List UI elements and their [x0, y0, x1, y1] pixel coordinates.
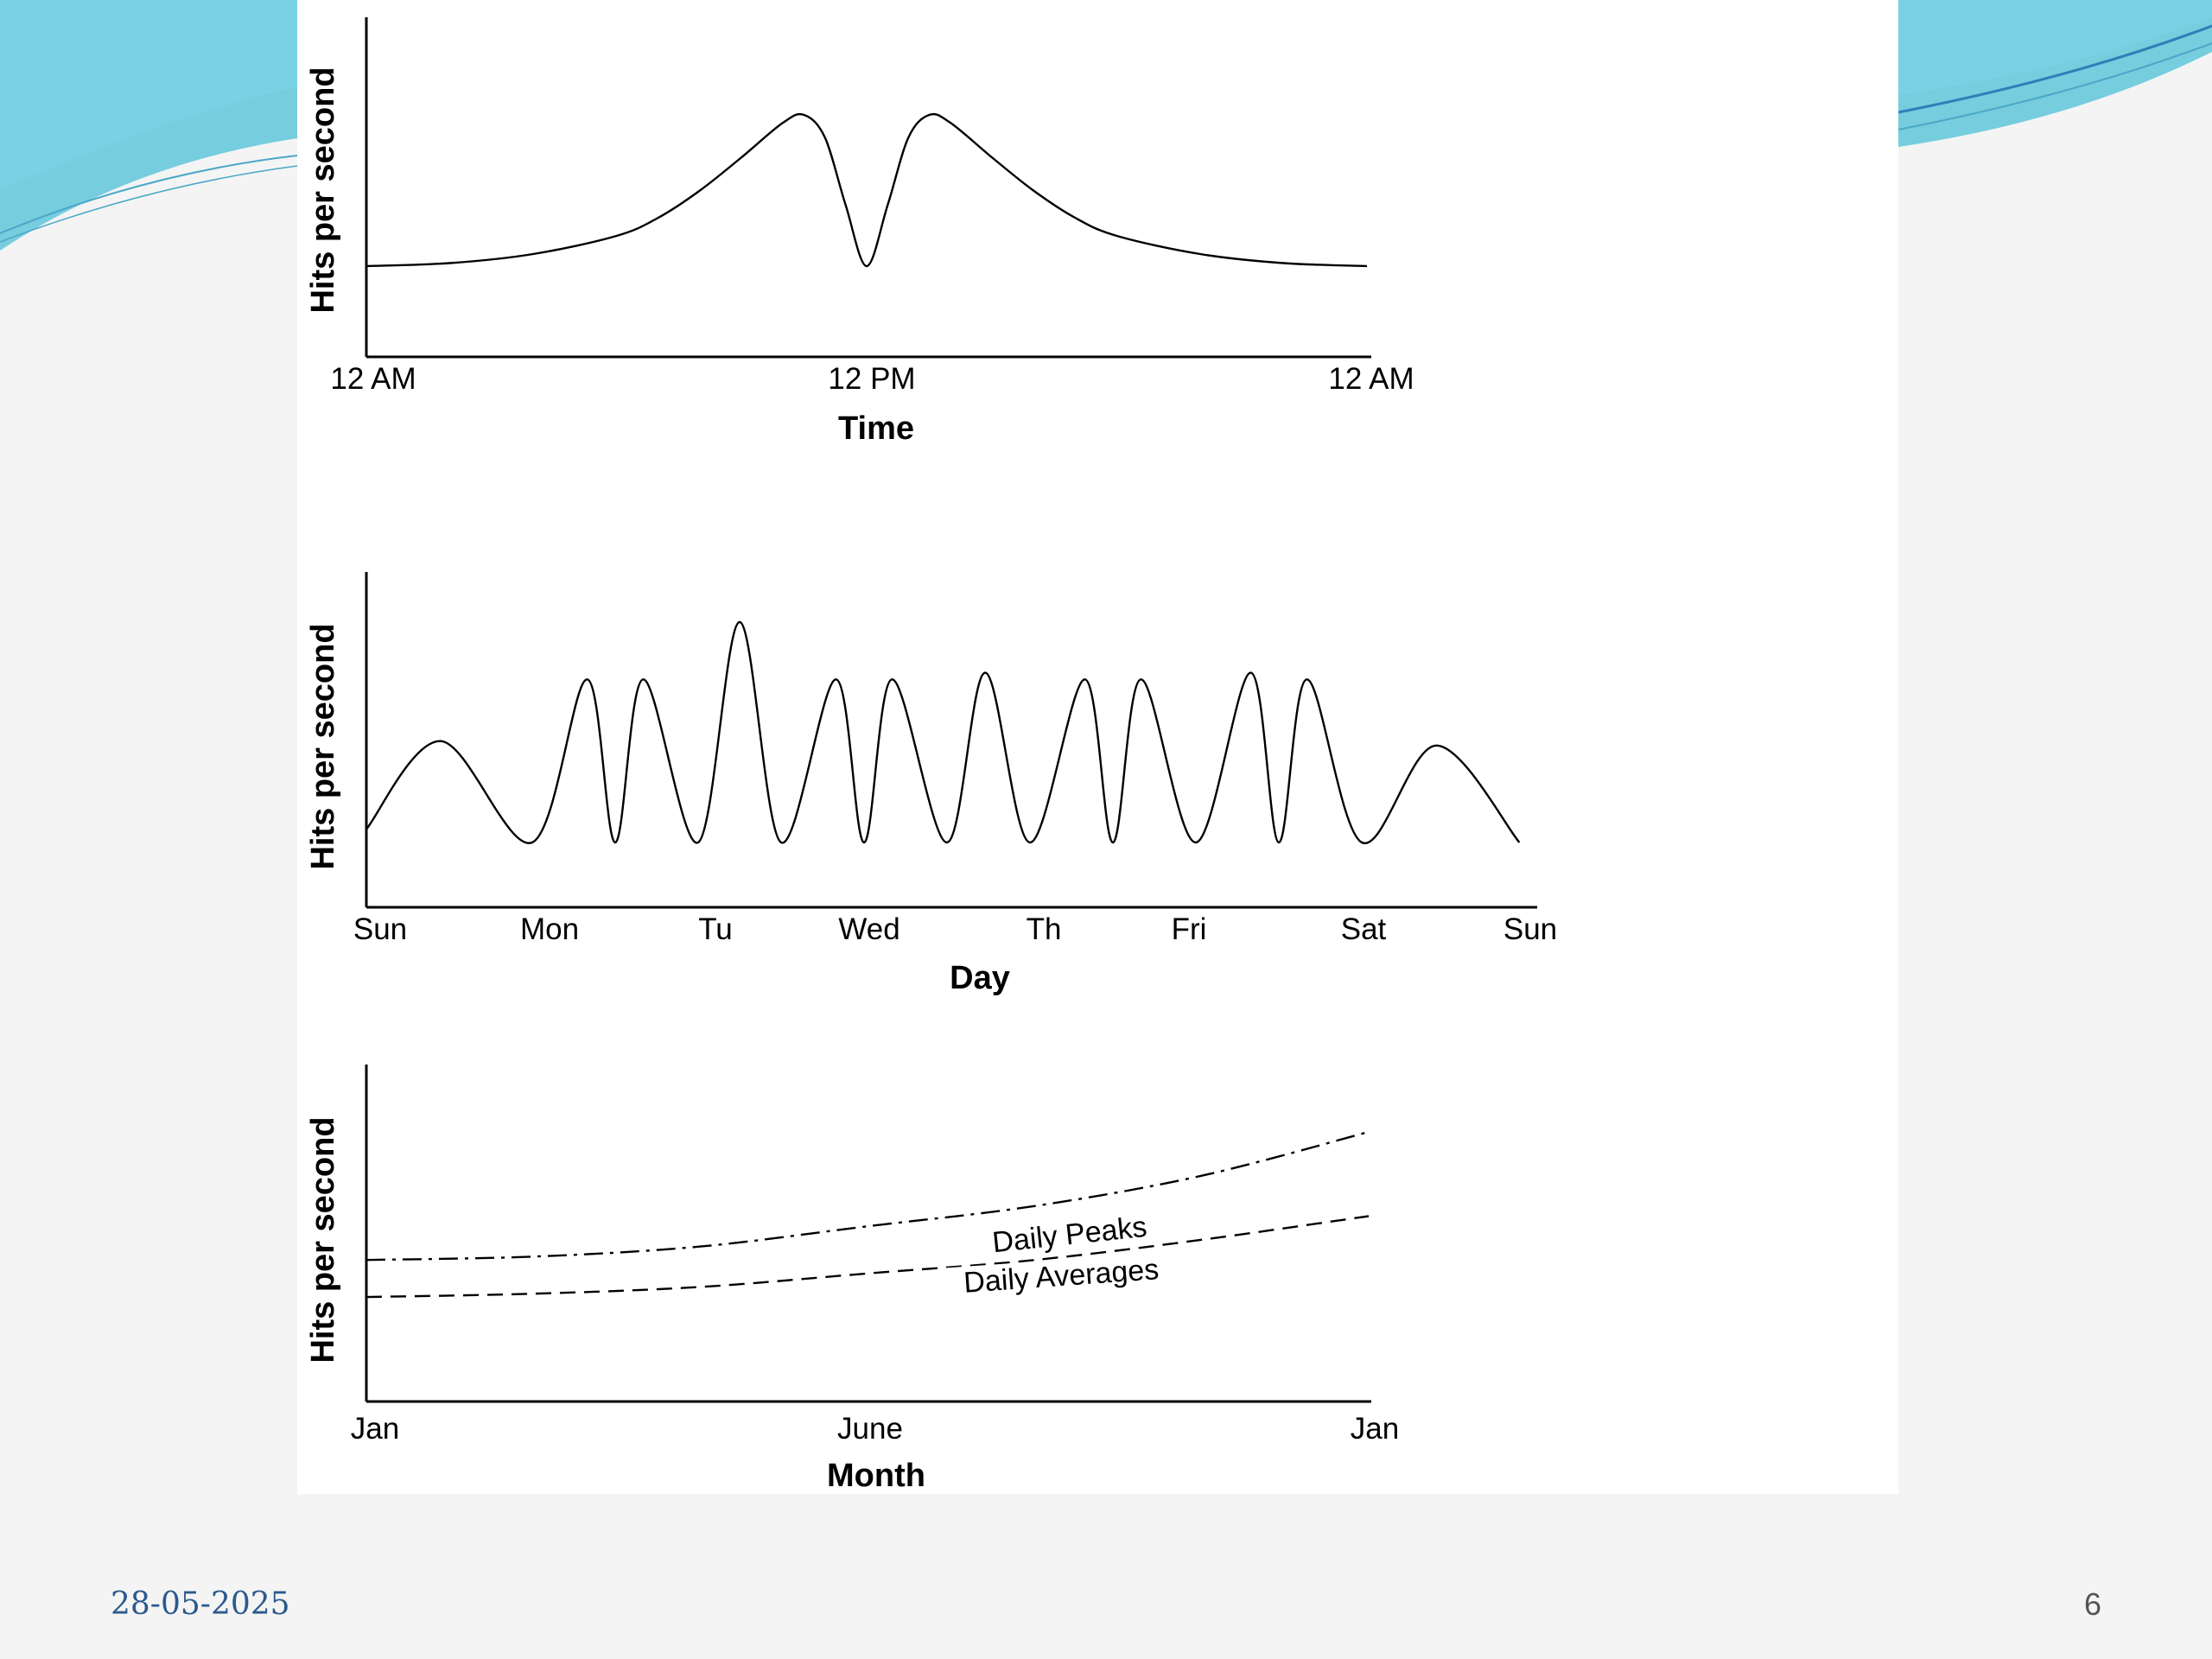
- x-tick-label: 12 AM: [330, 362, 416, 396]
- chart-hits-by-day: Hits per second Sun Mon Tu Wed Th Fri Sat Sun Day: [305, 572, 1557, 996]
- x-axis-label: Day: [950, 960, 1010, 996]
- series-line-1: [365, 620, 1521, 844]
- series-label-background: [947, 1205, 1192, 1266]
- series-line-daily-peaks: [365, 1130, 1370, 1262]
- series-label-background: [939, 1251, 1184, 1303]
- x-tick-label: Fri: [1172, 912, 1207, 946]
- x-tick-label: Wed: [838, 912, 899, 946]
- x-tick-label: Sun: [353, 912, 407, 946]
- x-tick-label: Th: [1027, 912, 1062, 946]
- x-tick-label: Jan: [1351, 1412, 1399, 1446]
- y-axis-label: Hits per second: [305, 623, 341, 869]
- y-axis-label: Hits per second: [305, 67, 341, 313]
- x-tick-label: Mon: [520, 912, 579, 946]
- x-tick-label: Jan: [351, 1412, 399, 1446]
- x-tick-label: 12 AM: [1328, 362, 1414, 396]
- x-tick-label: June: [837, 1412, 903, 1446]
- x-tick-label: Tu: [698, 912, 733, 946]
- x-tick-label: Sun: [1503, 912, 1557, 946]
- chart-hits-by-time: Hits per second 12 AM 12 PM 12 AM Time: [305, 17, 1414, 447]
- x-axis-label: Month: [827, 1458, 925, 1494]
- x-axis-label: Time: [838, 410, 914, 447]
- x-tick-label: 12 PM: [828, 362, 915, 396]
- figure-panel: Hits per second 12 AM 12 PM 12 AM Time Hits …: [297, 0, 1898, 1494]
- series-line-0: [365, 112, 1368, 268]
- series-line-daily-averages: [365, 1215, 1370, 1299]
- x-tick-label: Sat: [1341, 912, 1387, 946]
- slide-date: 28-05-2025: [111, 1586, 290, 1622]
- slide-page-number: 6: [2083, 1586, 2101, 1622]
- y-axis-label: Hits per second: [305, 1116, 341, 1363]
